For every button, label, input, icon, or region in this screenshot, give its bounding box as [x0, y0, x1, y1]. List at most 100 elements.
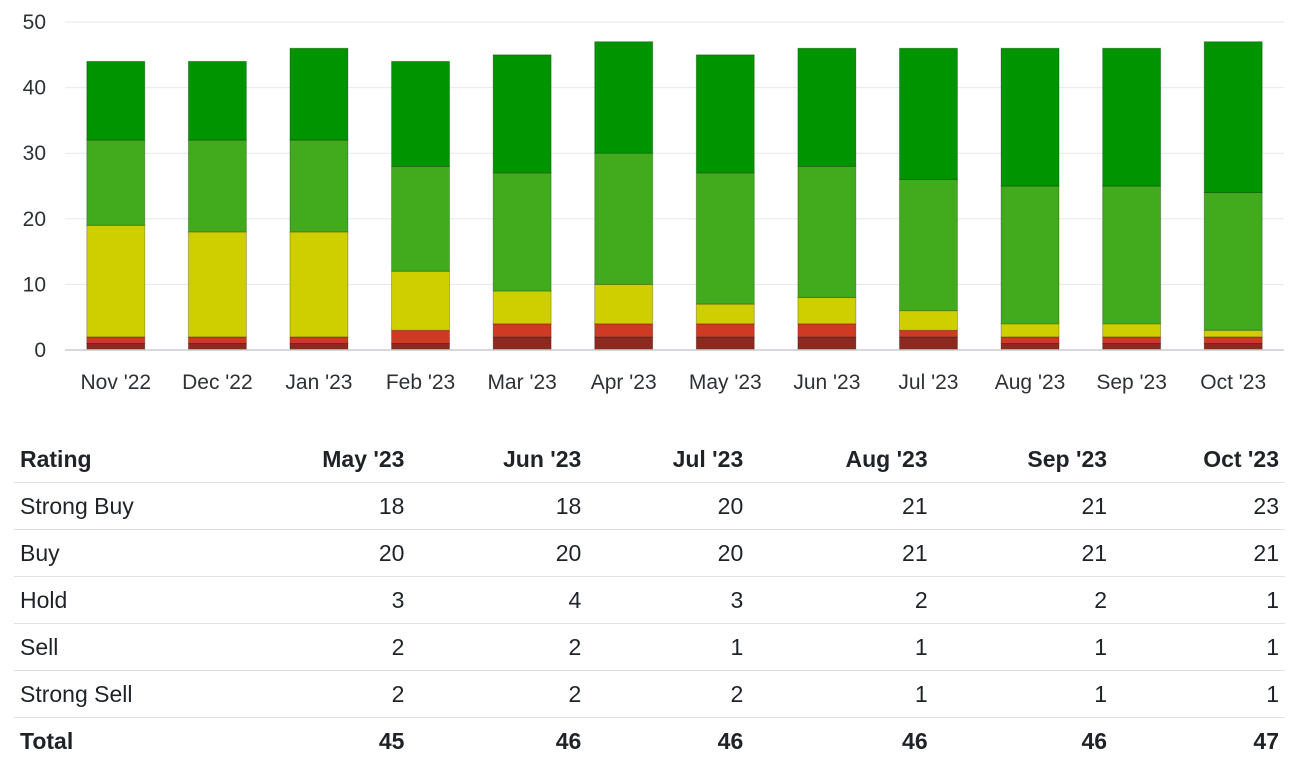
bar-segment-strong-buy: [1102, 47, 1162, 187]
bar-segment-sell: [1000, 336, 1060, 344]
bar-segment-strong-sell: [86, 342, 146, 351]
table-cell: 1: [587, 623, 750, 671]
bar-segment-hold: [1000, 323, 1060, 338]
bar-segment-strong-buy: [391, 60, 451, 167]
bar-segment-strong-sell: [492, 336, 552, 351]
table-cell: 46: [717, 727, 744, 754]
bar-segment-strong-sell: [898, 336, 958, 351]
bar-segment-hold: [594, 283, 654, 325]
bar-segment-sell: [86, 336, 146, 344]
table-cell: 45: [378, 727, 405, 754]
bar-segment-buy: [594, 152, 654, 285]
x-tick-label: May '23: [689, 371, 762, 394]
header-rating: Rating: [14, 436, 226, 483]
bar-segment-sell: [898, 329, 958, 338]
bar-segment-hold: [695, 303, 755, 325]
x-tick-label: Mar '23: [487, 371, 556, 394]
header-aug-23: Aug '23: [749, 436, 934, 483]
table-cell: 21: [933, 482, 1114, 530]
table-row-sell: Sell 2 2 1 1 1 1: [14, 623, 1285, 671]
y-tick-label: 30: [23, 142, 46, 165]
bar-segment-sell: [187, 336, 247, 344]
bar-segment-strong-buy: [898, 47, 958, 180]
bar-segment-buy: [1203, 192, 1263, 331]
gridlines: [65, 21, 1284, 285]
x-axis-ticks: Nov '22 Dec '22 Jan '23 Feb '23 Mar '23 Apr '…: [81, 371, 1267, 394]
bar-segment-strong-sell: [1102, 342, 1162, 351]
y-axis-ticks: 0 10 20 30 40 50: [23, 11, 46, 362]
row-label: Hold: [14, 576, 226, 624]
bar-segment-strong-sell: [289, 342, 349, 351]
header-jun-23: Jun '23: [410, 436, 588, 483]
table-cell: 2: [226, 670, 411, 718]
bar-segment-strong-buy: [594, 41, 654, 154]
bar-segment-buy: [898, 178, 958, 312]
y-tick-label: 20: [23, 208, 46, 231]
x-tick-label: Nov '22: [81, 371, 152, 394]
bar-segment-buy: [289, 139, 349, 233]
table-cell: 1: [933, 670, 1114, 718]
table-cell: 2: [410, 623, 588, 671]
table-cell: 20: [587, 482, 750, 530]
table-cell: 1: [1113, 670, 1285, 718]
bar-segment-hold: [86, 224, 146, 338]
bar-segment-strong-sell: [187, 342, 247, 351]
bar-segment-hold: [1203, 329, 1263, 338]
table-cell: 1: [933, 623, 1114, 671]
bar-segment-sell: [797, 323, 857, 338]
table-cell: 1: [1113, 576, 1285, 624]
bar-segment-hold: [1102, 323, 1162, 338]
table-cell: 2: [410, 670, 588, 718]
stacked-bar-chart: 0 10 20 30 40 50 Nov '22 Dec '22 Jan '23 Feb '23…: [23, 11, 1284, 394]
bar-segment-hold: [391, 270, 451, 331]
table-row-total: Total 45 46 46 46 46 47: [14, 718, 1285, 765]
bar-segment-strong-buy: [492, 54, 552, 174]
table-header-row: Rating May '23 Jun '23 Jul '23 Aug '23 S…: [14, 436, 1285, 483]
bar-segment-sell: [1102, 336, 1162, 344]
bar-segment-strong-sell: [391, 342, 451, 351]
table-cell: 1: [749, 623, 934, 671]
table-cell: 47: [1253, 727, 1279, 754]
bar-segment-hold: [797, 297, 857, 325]
row-label: Total: [20, 727, 74, 754]
row-label: Sell: [14, 623, 226, 671]
bar-segment-buy: [86, 139, 146, 226]
row-label: Strong Buy: [14, 482, 226, 530]
table-row-hold: Hold 3 4 3 2 2 1: [14, 576, 1285, 624]
table-cell: 18: [226, 482, 411, 530]
x-tick-label: Jun '23: [793, 371, 860, 394]
bar-segment-buy: [1000, 185, 1060, 325]
table-cell: 3: [226, 576, 411, 624]
bar-segment-sell: [391, 329, 451, 344]
bar-segment-sell: [695, 323, 755, 338]
bar-segment-sell: [1203, 336, 1263, 344]
bar-segment-buy: [695, 172, 755, 305]
x-tick-label: Aug '23: [995, 371, 1066, 394]
bar-segment-strong-buy: [86, 60, 146, 141]
bar-segment-buy: [492, 172, 552, 292]
ratings-table: Rating May '23 Jun '23 Jul '23 Aug '23 S…: [14, 436, 1285, 764]
table-cell: 20: [410, 529, 588, 577]
bars: [86, 41, 1263, 351]
y-tick-label: 40: [23, 77, 46, 100]
table-cell: 20: [587, 529, 750, 577]
bar-segment-hold: [898, 310, 958, 331]
table-cell: 46: [1081, 727, 1108, 754]
table-cell: 46: [555, 727, 582, 754]
x-tick-label: Jan '23: [285, 371, 352, 394]
table-row-strong-sell: Strong Sell 2 2 2 1 1 1: [14, 670, 1285, 718]
bar-segment-strong-sell: [797, 336, 857, 351]
bar-segment-sell: [594, 323, 654, 338]
bar-segment-buy: [797, 165, 857, 299]
table-row-strong-buy: Strong Buy 18 18 20 21 21 23: [14, 482, 1285, 530]
bar-segment-strong-buy: [1203, 41, 1263, 194]
bar-segment-strong-buy: [1000, 47, 1060, 187]
bar-segment-hold: [289, 231, 349, 338]
bar-segment-strong-buy: [797, 47, 857, 167]
bar-segment-strong-sell: [695, 336, 755, 351]
x-tick-label: Apr '23: [591, 371, 657, 394]
table-cell: 21: [749, 482, 934, 530]
header-jul-23: Jul '23: [587, 436, 750, 483]
table-cell: 2: [749, 576, 934, 624]
header-sep-23: Sep '23: [933, 436, 1114, 483]
